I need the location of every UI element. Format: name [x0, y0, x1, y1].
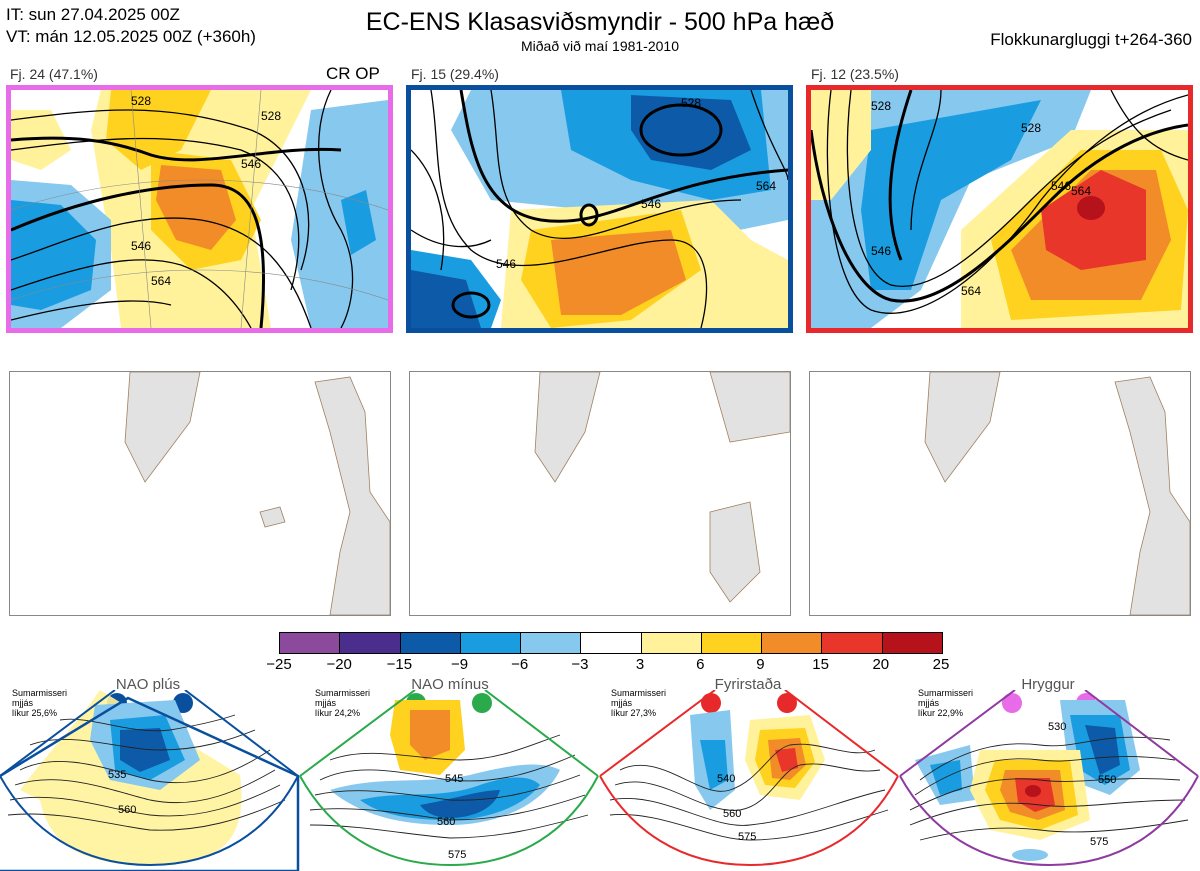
- cluster-map-2: 528 546 546 564: [406, 85, 793, 333]
- colorbar-swatch: [882, 633, 942, 653]
- svg-text:575: 575: [738, 831, 756, 843]
- colorbar-swatch: [460, 633, 522, 653]
- contour-label: 546: [496, 257, 516, 271]
- contour-label: 564: [1071, 184, 1091, 198]
- page-title: EC-ENS Klasasviðsmyndir - 500 hPa hæð: [365, 8, 835, 36]
- issue-time: IT: sun 27.04.2025 00Z: [6, 5, 180, 24]
- colorbar-swatch: [581, 633, 642, 653]
- colorbar-tick-label: −25: [266, 656, 292, 673]
- cluster-map-1: 528 528 546 546 564: [6, 85, 393, 333]
- colorbar-swatch: [521, 633, 582, 653]
- regime-name-blocking: Fyrirstaða: [714, 676, 782, 693]
- colorbar-swatch: [280, 633, 341, 653]
- colorbar-tick-label: 9: [756, 656, 765, 673]
- svg-text:545: 545: [445, 773, 463, 785]
- colorbar-tick-label: −6: [511, 656, 529, 673]
- panel-2-label: Fj. 15 (29.4%): [411, 66, 499, 82]
- contour-label: 564: [756, 179, 776, 193]
- panel-3-label: Fj. 12 (23.5%): [811, 66, 899, 82]
- contour-label: 546: [241, 157, 261, 171]
- contour-label: 546: [641, 197, 661, 211]
- colorbar-tick-label: 20: [872, 656, 890, 673]
- svg-text:530: 530: [1048, 721, 1066, 733]
- empty-map-1: [9, 371, 391, 616]
- regime-meta-2: Sumarmisseri mjjás líkur 24,2%: [315, 688, 371, 718]
- regime-marker: [472, 693, 492, 713]
- regime-map-nao-plus: 535 560: [0, 690, 300, 871]
- colorbar-tick-label: 25: [932, 656, 950, 673]
- panel-1-tag: CR OP: [326, 64, 380, 83]
- svg-text:540: 540: [717, 773, 735, 785]
- colorbar-swatch: [340, 633, 401, 653]
- regime-meta-4: Sumarmisseri mjjás líkur 22,9%: [918, 688, 974, 718]
- colorbar-tick-label: −15: [386, 656, 413, 673]
- panel-1-label: Fj. 24 (47.1%): [10, 66, 98, 82]
- regime-marker: [777, 693, 797, 713]
- svg-text:575: 575: [1090, 836, 1108, 848]
- svg-text:535: 535: [108, 769, 126, 781]
- colorbar-tick-label: 6: [696, 656, 705, 673]
- contour-label: 564: [961, 284, 981, 298]
- contour-label: 528: [131, 94, 151, 108]
- regime-meta-3: Sumarmisseri mjjás líkur 27,3%: [611, 688, 667, 718]
- colorbar-tick-label: −9: [450, 656, 469, 673]
- colorbar-swatch: [641, 633, 702, 653]
- colorbar-tick-label: 3: [635, 656, 645, 673]
- contour-label: 546: [1051, 179, 1071, 193]
- header-info: IT: sun 27.04.2025 00Z VT: mán 12.05.202…: [6, 4, 256, 48]
- page-subtitle: Miðað við maí 1981-2010: [521, 38, 679, 54]
- empty-map-3: [809, 371, 1191, 616]
- contour-label: 528: [261, 109, 281, 123]
- svg-text:560: 560: [723, 808, 741, 820]
- contour-label: 564: [151, 274, 171, 288]
- colorbar-tick-label: 15: [812, 656, 829, 673]
- svg-text:560: 560: [437, 816, 455, 828]
- regime-marker: [1002, 693, 1022, 713]
- valid-time: VT: mán 12.05.2025 00Z (+360h): [6, 27, 256, 46]
- contour-label: 546: [131, 239, 151, 253]
- colorbar-swatch: [701, 633, 763, 653]
- colorbar-swatch: [762, 633, 823, 653]
- regime-maps: 535 560 545 560 575: [0, 690, 1199, 871]
- colorbar-tick-label: −3: [571, 656, 589, 673]
- contour-label: 528: [681, 96, 701, 110]
- colorbar-swatch: [400, 633, 461, 653]
- svg-text:575: 575: [448, 849, 466, 861]
- regime-name-ridge: Hryggur: [1021, 676, 1075, 693]
- svg-text:550: 550: [1098, 774, 1116, 786]
- colorbar: [279, 632, 943, 654]
- classification-window: Flokkunargluggi t+264-360: [990, 30, 1192, 49]
- empty-map-2: [409, 371, 791, 616]
- regime-marker: [701, 693, 721, 713]
- cluster-map-3: 528 528 546 546 564 564: [806, 85, 1193, 333]
- colorbar-tick-label: −20: [326, 656, 352, 673]
- regime-name-nao-minus: NAO mínus: [411, 676, 489, 693]
- colorbar-swatch: [822, 633, 883, 653]
- contour-label: 528: [1021, 121, 1041, 135]
- regime-meta-1: Sumarmisseri mjjás líkur 25,6%: [12, 688, 68, 718]
- contour-label: 528: [871, 99, 891, 113]
- svg-text:560: 560: [118, 804, 136, 816]
- regime-name-nao-plus: NAO plús: [115, 676, 181, 693]
- contour-label: 546: [871, 244, 891, 258]
